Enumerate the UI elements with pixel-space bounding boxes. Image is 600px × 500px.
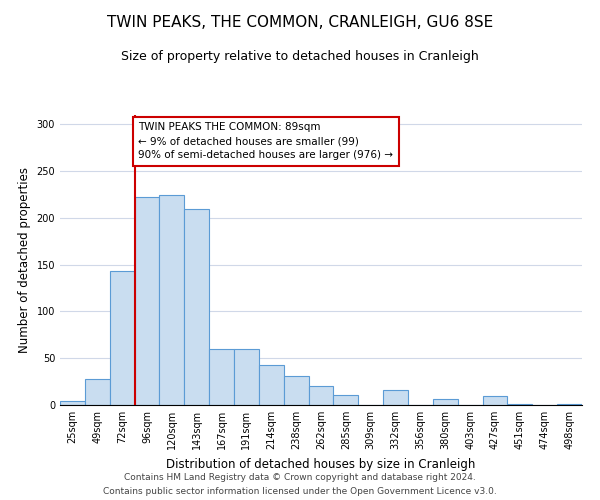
Bar [184, 208, 209, 405]
Bar [284, 376, 308, 405]
Bar [308, 386, 334, 405]
Bar [508, 404, 532, 405]
Bar [209, 349, 234, 405]
Bar [383, 390, 408, 405]
Y-axis label: Number of detached properties: Number of detached properties [18, 167, 31, 353]
Bar [334, 394, 358, 405]
Bar [482, 396, 508, 405]
Text: Contains HM Land Registry data © Crown copyright and database right 2024.: Contains HM Land Registry data © Crown c… [124, 472, 476, 482]
Bar [259, 365, 284, 405]
Bar [60, 402, 85, 405]
Bar [557, 404, 582, 405]
Text: TWIN PEAKS THE COMMON: 89sqm
← 9% of detached houses are smaller (99)
90% of sem: TWIN PEAKS THE COMMON: 89sqm ← 9% of det… [139, 122, 394, 160]
Bar [110, 271, 134, 405]
Text: Size of property relative to detached houses in Cranleigh: Size of property relative to detached ho… [121, 50, 479, 63]
Bar [85, 379, 110, 405]
Text: Contains public sector information licensed under the Open Government Licence v3: Contains public sector information licen… [103, 488, 497, 496]
Bar [160, 196, 184, 405]
Text: TWIN PEAKS, THE COMMON, CRANLEIGH, GU6 8SE: TWIN PEAKS, THE COMMON, CRANLEIGH, GU6 8… [107, 15, 493, 30]
Bar [134, 198, 160, 405]
Bar [433, 400, 458, 405]
Bar [234, 349, 259, 405]
X-axis label: Distribution of detached houses by size in Cranleigh: Distribution of detached houses by size … [166, 458, 476, 470]
